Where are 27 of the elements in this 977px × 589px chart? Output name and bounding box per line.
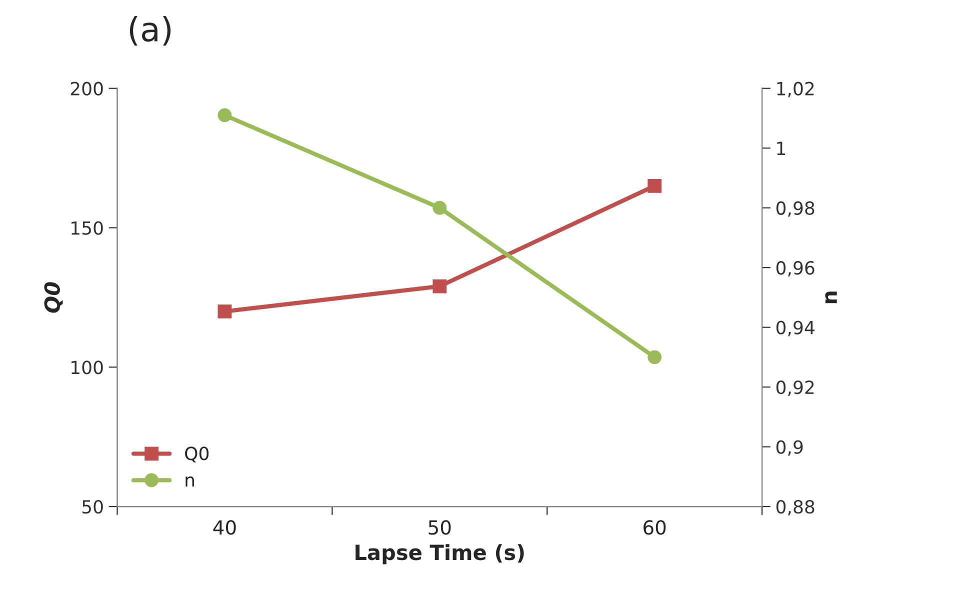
point bbox=[432, 200, 447, 215]
y2-tick-label: 0,94 bbox=[776, 320, 814, 336]
y-tick-label: 200 bbox=[70, 82, 103, 96]
point bbox=[432, 279, 447, 294]
y2-tick-label: 0,9 bbox=[776, 440, 803, 456]
y-tick-label: 150 bbox=[72, 221, 103, 235]
y2-tick-label: 0,96 bbox=[776, 261, 814, 277]
point bbox=[218, 108, 232, 122]
point bbox=[648, 178, 662, 193]
y-tick-label: 50 bbox=[82, 500, 103, 514]
point bbox=[218, 304, 232, 318]
chart-title: (a) bbox=[130, 16, 171, 46]
y2-tick-label: 0,92 bbox=[776, 380, 814, 396]
point bbox=[648, 350, 662, 364]
y2-axis-title: n bbox=[825, 292, 837, 304]
y-tick-label: 100 bbox=[72, 360, 103, 374]
y-axis-title: Q0 bbox=[44, 282, 63, 313]
y2-tick-label: 1,02 bbox=[777, 82, 814, 98]
x-tick-label: 40 bbox=[213, 520, 236, 535]
x-tick-label: 60 bbox=[644, 520, 666, 535]
y2-tick-label: 0,98 bbox=[776, 201, 814, 217]
y2-tick-label: 1 bbox=[777, 142, 786, 155]
legend-label: n bbox=[186, 476, 194, 487]
legend-label: Q0 bbox=[185, 446, 209, 462]
x-axis-title: Lapse Time (s) bbox=[356, 544, 524, 564]
x-tick-label: 50 bbox=[428, 520, 451, 535]
y2-tick-label: 0,88 bbox=[776, 500, 814, 516]
